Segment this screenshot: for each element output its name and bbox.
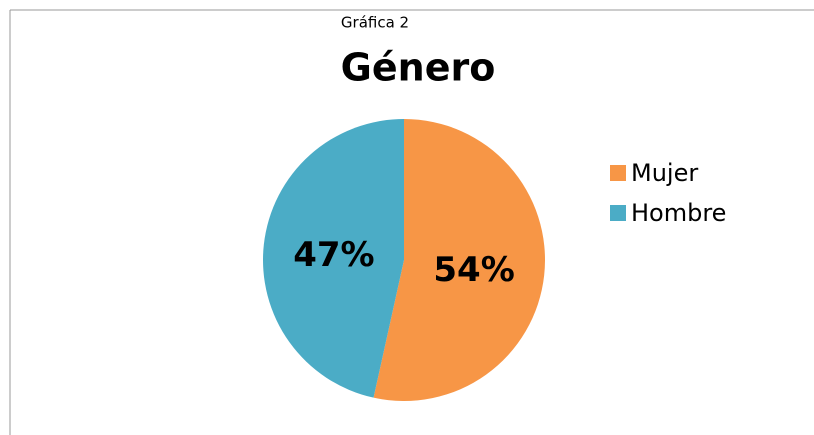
legend-label: Hombre [631, 199, 726, 227]
legend-swatch [610, 165, 626, 181]
chart-title: Género [341, 46, 496, 90]
data-label: 54% [433, 250, 514, 290]
chart-subtitle: Gráfica 2 [341, 14, 409, 32]
legend-swatch [610, 205, 626, 221]
pie-slice [373, 119, 546, 401]
data-label: 47% [293, 235, 374, 275]
pie-slice [263, 119, 404, 398]
legend-label: Mujer [631, 159, 698, 187]
